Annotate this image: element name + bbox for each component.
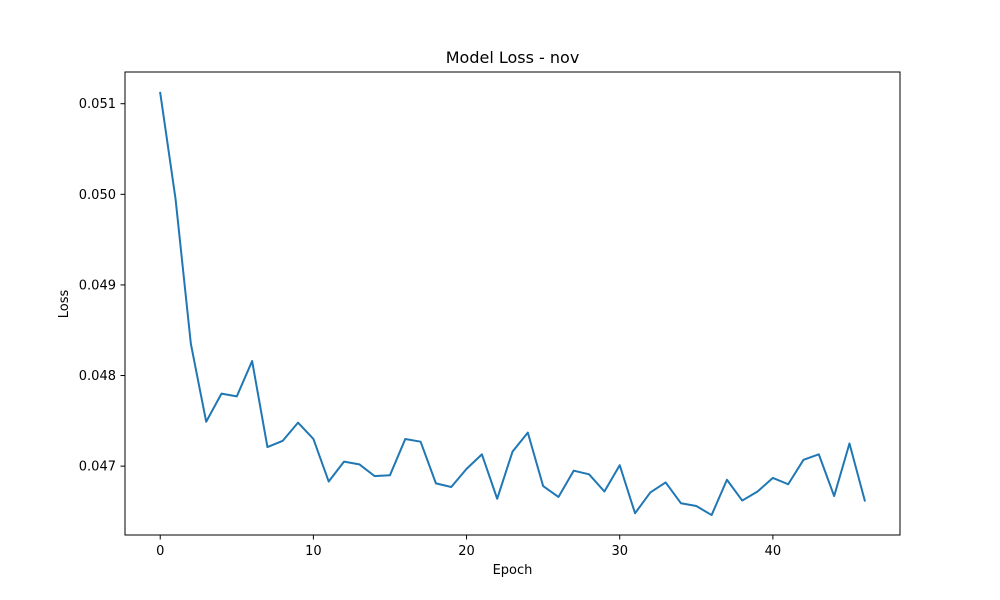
y-tick-label: 0.048 (79, 369, 116, 384)
y-axis-label: Loss (57, 290, 72, 319)
y-tick-label: 0.047 (79, 460, 116, 475)
x-tick-label: 0 (156, 544, 164, 559)
axes-frame (124, 71, 901, 536)
x-tick-label: 10 (305, 544, 322, 559)
chart-title: Model Loss - nov (446, 48, 580, 67)
x-tick-label: 20 (458, 544, 475, 559)
y-tick-label: 0.051 (79, 97, 116, 112)
axes: 0 10 20 30 40 0.047 0.048 0.049 0.050 0.051 (79, 71, 901, 559)
y-tick-label: 0.049 (79, 278, 116, 293)
loss-series-line (159, 91, 866, 517)
x-tick-label: 40 (765, 544, 782, 559)
plot-area (159, 91, 866, 517)
x-tick-label: 30 (611, 544, 628, 559)
y-tick-label: 0.050 (79, 188, 116, 203)
x-axis-label: Epoch (493, 563, 533, 578)
